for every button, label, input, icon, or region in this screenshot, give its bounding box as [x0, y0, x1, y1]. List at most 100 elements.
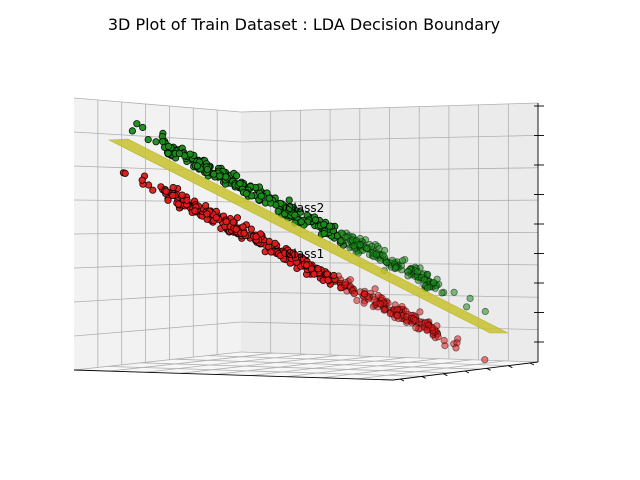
- point-class1: [350, 290, 358, 298]
- point-class2: [450, 288, 458, 296]
- grid-line: [144, 353, 308, 373]
- point-class1: [222, 218, 230, 226]
- point-class2: [216, 172, 224, 180]
- point-class1: [423, 326, 431, 334]
- series-class1: [119, 169, 489, 364]
- point-class1: [452, 344, 460, 352]
- point-class1: [416, 308, 424, 316]
- point-class2: [193, 162, 201, 170]
- point-class2: [413, 268, 421, 276]
- grid-line: [73, 291, 242, 303]
- y-tick: [421, 375, 426, 379]
- point-class2: [285, 206, 293, 214]
- point-class1: [281, 249, 289, 257]
- point-class1: [481, 356, 489, 364]
- grid-line: [286, 358, 440, 378]
- grid-line: [73, 321, 242, 337]
- point-class2: [165, 142, 173, 150]
- point-class2: [257, 192, 265, 200]
- floor-pane: [74, 352, 538, 380]
- point-class1: [302, 261, 311, 269]
- point-class2: [222, 173, 230, 181]
- point-class1: [314, 265, 322, 273]
- point-class2: [233, 172, 241, 180]
- point-class1: [233, 214, 241, 222]
- point-class1: [183, 196, 191, 204]
- point-class2: [438, 289, 446, 297]
- point-class2: [363, 244, 371, 252]
- point-class1: [440, 336, 448, 345]
- grid-line: [322, 359, 473, 379]
- axis-ticks: [399, 105, 544, 382]
- point-class1: [162, 187, 170, 195]
- point-class1: [353, 296, 361, 304]
- y-tick: [508, 365, 513, 369]
- grid-line: [215, 356, 374, 375]
- point-class1: [191, 207, 199, 215]
- point-class1: [411, 316, 419, 325]
- point-class1: [434, 333, 442, 341]
- point-class2: [175, 149, 183, 158]
- point-class2: [326, 222, 334, 230]
- point-class1: [310, 270, 318, 278]
- point-class1: [212, 214, 220, 222]
- point-class1: [252, 233, 260, 241]
- point-class1: [376, 300, 384, 308]
- point-class2: [350, 242, 358, 250]
- point-class1: [393, 311, 401, 319]
- grid-line: [251, 357, 407, 376]
- point-class2: [423, 284, 432, 292]
- y-tick: [399, 378, 405, 382]
- point-class2: [320, 220, 328, 228]
- point-class2: [320, 229, 328, 238]
- point-class2: [203, 165, 211, 173]
- point-class2: [152, 138, 160, 146]
- point-class1: [174, 200, 182, 208]
- grid-line: [109, 352, 275, 372]
- grid-line: [73, 199, 242, 203]
- point-class2: [372, 250, 380, 258]
- point-class1: [232, 225, 240, 233]
- point-class1: [380, 306, 388, 314]
- point-class2: [265, 194, 273, 202]
- point-class2: [356, 241, 364, 249]
- point-class1: [370, 296, 378, 304]
- point-class1: [229, 218, 237, 226]
- point-class2: [274, 207, 282, 215]
- decision-boundary-plane: [107, 138, 509, 334]
- x-axis-line: [73, 369, 394, 381]
- point-class1: [267, 248, 275, 256]
- point-class2: [139, 123, 147, 132]
- point-class1: [393, 305, 402, 313]
- point-class2: [159, 138, 167, 146]
- point-class2: [285, 196, 293, 204]
- point-class2: [379, 251, 387, 259]
- grid-line: [174, 358, 481, 370]
- point-class1: [169, 183, 177, 192]
- point-class1: [239, 223, 247, 231]
- grid-line: [180, 354, 341, 374]
- grid-line: [73, 97, 242, 113]
- point-class2: [242, 190, 250, 198]
- annotation-class2: Class2: [285, 201, 324, 215]
- point-class2: [462, 303, 471, 311]
- point-class2: [430, 278, 438, 287]
- point-class1: [360, 299, 368, 307]
- point-class2: [144, 136, 152, 144]
- grid-line: [73, 131, 242, 143]
- point-class1: [341, 279, 349, 287]
- grid-line: [73, 261, 242, 269]
- point-class2: [420, 276, 428, 284]
- point-class1: [178, 191, 186, 199]
- point-class2: [404, 272, 412, 280]
- point-class1: [240, 229, 248, 237]
- y-tick: [486, 367, 491, 371]
- point-class2: [466, 294, 474, 302]
- point-class2: [338, 229, 346, 237]
- point-class1: [330, 271, 338, 280]
- point-class2: [296, 208, 305, 216]
- grid-line: [107, 366, 423, 377]
- point-class1: [164, 196, 172, 204]
- point-class1: [291, 251, 299, 259]
